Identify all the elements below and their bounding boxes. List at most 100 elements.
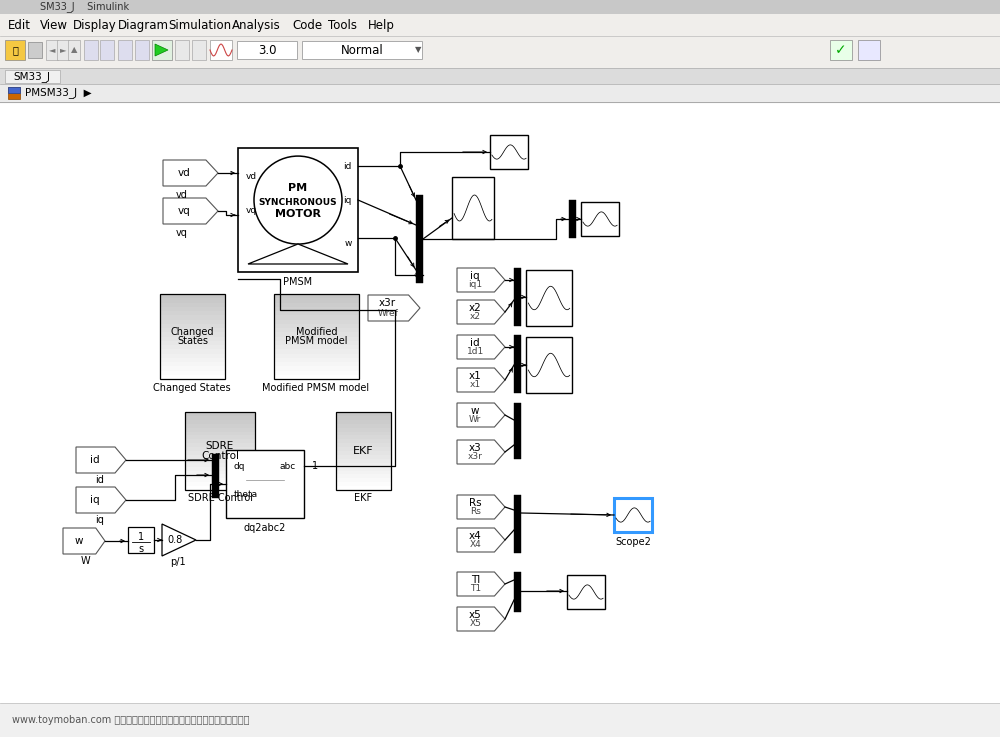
Bar xyxy=(160,337,225,341)
Bar xyxy=(274,354,359,358)
Bar xyxy=(185,416,255,420)
Bar xyxy=(336,443,391,447)
Text: SDRE: SDRE xyxy=(206,441,234,451)
Text: Wr: Wr xyxy=(469,416,481,425)
Text: id: id xyxy=(90,455,100,465)
Text: Scope2: Scope2 xyxy=(615,537,651,547)
Text: ▼: ▼ xyxy=(415,46,421,55)
Polygon shape xyxy=(457,368,505,392)
Bar xyxy=(336,459,391,463)
Bar xyxy=(185,470,255,475)
Bar xyxy=(336,467,391,471)
Text: States: States xyxy=(177,336,208,346)
Bar xyxy=(336,478,391,483)
Bar xyxy=(185,478,255,483)
Bar xyxy=(185,459,255,463)
Text: SDRE Control: SDRE Control xyxy=(188,493,252,503)
Bar xyxy=(160,294,225,379)
Text: MOTOR: MOTOR xyxy=(275,209,321,219)
Text: SYNCHRONOUS: SYNCHRONOUS xyxy=(259,198,337,206)
Bar xyxy=(185,424,255,428)
Bar xyxy=(336,455,391,459)
Text: Edit: Edit xyxy=(8,18,31,32)
Bar xyxy=(185,463,255,467)
Bar xyxy=(274,324,359,329)
Polygon shape xyxy=(457,607,505,631)
Bar xyxy=(185,436,255,440)
Bar xyxy=(185,427,255,432)
Bar xyxy=(567,575,605,609)
Bar xyxy=(238,148,358,272)
Bar xyxy=(185,467,255,471)
Text: ◄: ◄ xyxy=(49,46,55,55)
Text: x1: x1 xyxy=(470,380,481,389)
Text: Control: Control xyxy=(201,451,239,461)
Bar xyxy=(0,14,1000,36)
Bar xyxy=(416,195,423,283)
Bar xyxy=(336,412,391,416)
Bar xyxy=(274,294,359,379)
Bar xyxy=(514,403,521,459)
Text: SM33_J: SM33_J xyxy=(14,71,50,82)
Bar xyxy=(8,87,20,99)
Bar xyxy=(452,177,494,239)
Text: theta: theta xyxy=(234,489,258,498)
Polygon shape xyxy=(457,440,505,464)
Bar xyxy=(160,307,225,312)
Text: PM: PM xyxy=(288,183,308,193)
Bar xyxy=(160,340,225,346)
Bar xyxy=(614,498,652,532)
Bar xyxy=(185,443,255,447)
Bar xyxy=(160,362,225,367)
Bar xyxy=(274,362,359,367)
Polygon shape xyxy=(457,268,505,292)
Bar xyxy=(274,340,359,346)
Bar xyxy=(160,311,225,315)
Text: id: id xyxy=(96,475,104,485)
Bar xyxy=(226,450,304,518)
Text: vd: vd xyxy=(178,168,190,178)
Bar xyxy=(526,337,572,393)
Bar xyxy=(185,412,255,416)
Bar xyxy=(118,40,132,60)
Polygon shape xyxy=(457,572,505,596)
Bar xyxy=(160,332,225,337)
Circle shape xyxy=(254,156,342,244)
Bar xyxy=(526,270,572,326)
Text: vd: vd xyxy=(176,190,188,200)
Text: SM33_J    Simulink: SM33_J Simulink xyxy=(40,1,129,13)
Bar xyxy=(160,371,225,375)
Bar xyxy=(336,486,391,491)
Bar xyxy=(0,102,1000,737)
Bar xyxy=(336,482,391,486)
Text: ✓: ✓ xyxy=(835,43,847,57)
Bar xyxy=(274,345,359,350)
Bar xyxy=(830,40,852,60)
Text: EKF: EKF xyxy=(354,493,372,503)
Text: x2: x2 xyxy=(469,303,482,312)
Text: ►: ► xyxy=(60,46,66,55)
Bar xyxy=(185,447,255,452)
Text: iq: iq xyxy=(344,195,352,204)
Text: x3r: x3r xyxy=(468,453,483,461)
Bar xyxy=(185,475,255,479)
Bar xyxy=(46,40,58,60)
Bar xyxy=(185,420,255,425)
Bar xyxy=(274,366,359,371)
Polygon shape xyxy=(76,447,126,473)
Text: Rs: Rs xyxy=(470,507,481,517)
Text: x5: x5 xyxy=(469,609,482,620)
Bar xyxy=(185,431,255,436)
Bar xyxy=(152,40,172,60)
Text: id: id xyxy=(344,161,352,170)
Text: T1: T1 xyxy=(470,584,481,593)
Text: X5: X5 xyxy=(469,619,481,629)
Text: 3.0: 3.0 xyxy=(258,43,276,57)
Bar xyxy=(514,572,521,612)
Text: View: View xyxy=(40,18,68,32)
Text: Normal: Normal xyxy=(341,43,383,57)
Bar xyxy=(185,412,255,490)
Bar xyxy=(0,84,1000,102)
Bar xyxy=(185,451,255,455)
Polygon shape xyxy=(163,198,218,224)
